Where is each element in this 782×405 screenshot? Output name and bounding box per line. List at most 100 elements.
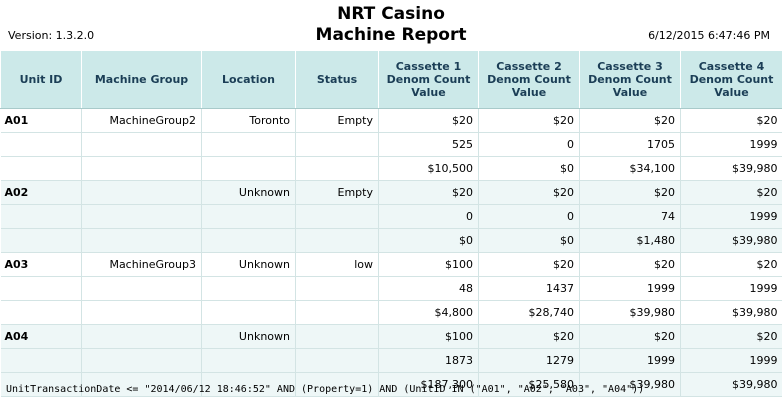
table-cell: $20 [378,180,479,205]
table-cell: $0 [478,228,580,253]
col-header-unit-id: Unit ID [0,50,82,109]
table-row: $4,800 $28,740 $39,980 $39,980 [0,300,782,325]
table-cell: 1999 [680,132,782,157]
col-header-location: Location [201,50,296,109]
table-cell: 1873 [378,348,479,373]
table-cell: 1999 [579,276,681,301]
table-cell [295,276,379,301]
table-cell [81,156,202,181]
report-title: NRT Casino [337,4,445,24]
table-cell: MachineGroup3 [81,252,202,277]
col-header-cassette-4: Cassette 4 Denom Count Value [680,50,782,109]
table-cell [0,372,82,397]
table-cell: MachineGroup2 [81,108,202,133]
table-cell [81,300,202,325]
col-header-cassette-3: Cassette 3 Denom Count Value [579,50,681,109]
table-row: $0 $0 $1,480 $39,980 [0,228,782,253]
table-cell: $39,980 [579,300,681,325]
version-label: Version: 1.3.2.0 [8,29,95,42]
table-cell: $39,980 [680,156,782,181]
table-cell [295,156,379,181]
table-cell [201,372,296,397]
table-cell [295,132,379,157]
table-row: A01 MachineGroup2 Toronto Empty $20 $20 $20 $20 [0,108,782,133]
table-row: A02 Unknown Empty $20 $20 $20 $20 [0,180,782,205]
table-cell: Empty [295,180,379,205]
header-row: Unit ID Machine Group Location Status Ca… [0,50,782,109]
table-cell [0,204,82,229]
table-cell: $34,100 [579,156,681,181]
table-cell: 1999 [579,348,681,373]
table-cell: $20 [680,180,782,205]
table-row: 0 0 74 1999 [0,204,782,229]
table-cell: $39,980 [680,228,782,253]
table-cell [81,324,202,349]
col-header-cassette-2: Cassette 2 Denom Count Value [478,50,580,109]
table-cell: $20 [680,324,782,349]
table-cell: $20 [378,108,479,133]
table-cell [201,228,296,253]
table-cell [295,372,379,397]
table-cell: $39,980 [680,300,782,325]
table-cell [201,132,296,157]
table-cell: $20 [478,252,580,277]
col-header-status: Status [295,50,379,109]
table-cell: 1279 [478,348,580,373]
table-cell: $20 [579,324,681,349]
table-cell: 1437 [478,276,580,301]
table-cell: 525 [378,132,479,157]
table-cell [201,204,296,229]
table-cell [81,204,202,229]
machine-report-table: Unit ID Machine Group Location Status Ca… [0,50,782,397]
table-cell: 0 [378,204,479,229]
table-cell: Unknown [201,252,296,277]
table-cell [81,228,202,253]
table-row: 48 1437 1999 1999 [0,276,782,301]
table-cell [81,180,202,205]
table-cell: $20 [478,180,580,205]
table-cell [201,276,296,301]
table-cell: $187,300 [378,372,479,397]
table-cell: A01 [0,108,82,133]
table-cell: low [295,252,379,277]
table-cell: 48 [378,276,479,301]
table-cell: 0 [478,204,580,229]
table-cell [0,156,82,181]
col-header-machine-group: Machine Group [81,50,202,109]
table-cell: $39,980 [680,372,782,397]
table-row: $10,500 $0 $34,100 $39,980 [0,156,782,181]
table-cell: 1999 [680,348,782,373]
table-cell: A02 [0,180,82,205]
table-cell [201,300,296,325]
table-cell: $20 [478,108,580,133]
table-cell: A03 [0,252,82,277]
table-cell [295,204,379,229]
table-cell [81,132,202,157]
table-cell [0,132,82,157]
table-cell [201,156,296,181]
table-cell [0,276,82,301]
col-header-cassette-1: Cassette 1 Denom Count Value [378,50,479,109]
table-cell: $100 [378,324,479,349]
table-cell: 0 [478,132,580,157]
table-cell: $20 [680,108,782,133]
table-row: A04 Unknown $100 $20 $20 $20 [0,324,782,349]
table-cell: $39,980 [579,372,681,397]
report-datetime: 6/12/2015 6:47:46 PM [648,29,770,42]
table-cell: $0 [378,228,479,253]
table-cell [0,300,82,325]
table-cell: 1999 [680,276,782,301]
table-row: A03 MachineGroup3 Unknown low $100 $20 $20 $20 [0,252,782,277]
table-cell: Empty [295,108,379,133]
table-cell: $20 [579,252,681,277]
table-cell [81,372,202,397]
table-row: $187,300 $25,580 $39,980 $39,980 [0,372,782,397]
table-cell: Unknown [201,180,296,205]
table-cell: $20 [579,108,681,133]
table-cell: $100 [378,252,479,277]
table-cell [0,228,82,253]
table-cell: 1705 [579,132,681,157]
table-cell: Toronto [201,108,296,133]
table-cell: A04 [0,324,82,349]
table-cell: $10,500 [378,156,479,181]
